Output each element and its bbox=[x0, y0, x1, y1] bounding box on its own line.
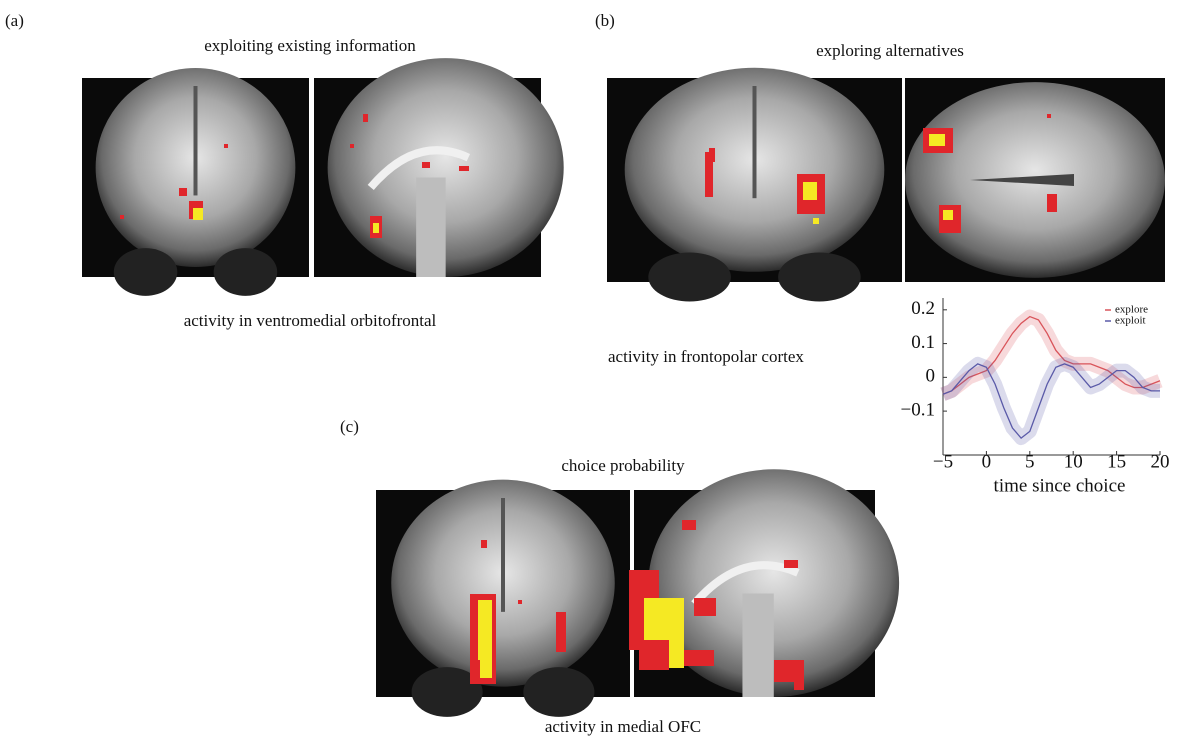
y-tick-label: 0 bbox=[926, 366, 936, 387]
panel-label: (b) bbox=[595, 11, 615, 30]
brain-image bbox=[607, 67, 902, 302]
panel-title: choice probability bbox=[561, 456, 685, 475]
legend-label: exploit bbox=[1115, 315, 1146, 327]
activation bbox=[373, 223, 379, 233]
activation bbox=[803, 182, 817, 200]
midline bbox=[752, 86, 757, 199]
midline bbox=[501, 498, 505, 612]
activation bbox=[120, 215, 124, 219]
activation bbox=[794, 680, 804, 690]
panel-caption: activity in ventromedial orbitofrontal bbox=[184, 311, 437, 330]
panel-title: exploring alternatives bbox=[816, 41, 964, 60]
activation bbox=[193, 208, 203, 220]
corpus-callosum bbox=[367, 146, 471, 191]
orbit bbox=[778, 252, 861, 302]
activation bbox=[1047, 194, 1057, 212]
panel-title: exploiting existing information bbox=[204, 36, 416, 55]
brainstem bbox=[742, 593, 774, 697]
orbit bbox=[411, 667, 483, 717]
y-tick-label: 0.1 bbox=[911, 332, 935, 353]
activation bbox=[709, 148, 715, 162]
activation bbox=[422, 162, 430, 168]
panel-label: (a) bbox=[5, 11, 24, 30]
orbit bbox=[213, 248, 278, 296]
activation bbox=[774, 660, 804, 682]
activation bbox=[705, 152, 713, 197]
activation bbox=[481, 540, 487, 548]
activation bbox=[179, 188, 187, 196]
activation bbox=[639, 640, 669, 670]
activation bbox=[556, 612, 566, 652]
panel-label: (c) bbox=[340, 417, 359, 436]
brain-image bbox=[82, 68, 309, 296]
activation bbox=[784, 560, 798, 568]
brain-image bbox=[314, 58, 564, 277]
activation bbox=[518, 600, 522, 604]
brain-outline bbox=[327, 58, 564, 277]
x-tick-label: −5 bbox=[933, 451, 953, 472]
activation bbox=[480, 650, 492, 678]
x-tick-label: 20 bbox=[1151, 451, 1170, 472]
panel-caption: activity in frontopolar cortex bbox=[608, 347, 804, 366]
series-line bbox=[942, 315, 1161, 395]
activation bbox=[684, 650, 714, 666]
panel-caption: activity in medial OFC bbox=[545, 717, 701, 736]
legend-label: explore bbox=[1115, 304, 1148, 316]
activation bbox=[929, 134, 945, 146]
activation bbox=[363, 114, 368, 122]
orbit bbox=[523, 667, 595, 717]
activation bbox=[1047, 114, 1051, 118]
activation bbox=[813, 218, 819, 224]
x-tick-label: 10 bbox=[1064, 451, 1083, 472]
brain-images bbox=[82, 58, 1165, 717]
y-tick-label: 0.2 bbox=[911, 298, 935, 319]
brain-image bbox=[376, 479, 630, 717]
x-axis-label: time since choice bbox=[994, 475, 1126, 496]
series-line bbox=[942, 363, 1160, 440]
brain-outline bbox=[648, 469, 900, 697]
activation bbox=[943, 210, 953, 220]
activation bbox=[350, 144, 354, 148]
x-tick-label: 15 bbox=[1107, 451, 1126, 472]
activation bbox=[694, 598, 716, 616]
brain-image bbox=[905, 78, 1165, 282]
brain-image bbox=[629, 469, 900, 697]
orbit bbox=[113, 248, 178, 296]
x-tick-label: 5 bbox=[1025, 451, 1035, 472]
midline bbox=[193, 86, 198, 196]
activation bbox=[459, 166, 469, 171]
activation bbox=[682, 520, 696, 530]
x-tick-label: 0 bbox=[982, 451, 992, 472]
orbit bbox=[648, 252, 731, 302]
activation bbox=[478, 600, 492, 660]
corpus-callosum bbox=[691, 561, 800, 607]
time-course-chart: 0.2 0.1 0 −0.1 −5 0 5 10 15 20 time since choice ex… bbox=[901, 298, 1170, 496]
brainstem bbox=[416, 177, 446, 277]
y-tick-label: −0.1 bbox=[901, 399, 935, 420]
ventricles bbox=[970, 174, 1074, 186]
activation bbox=[224, 144, 228, 148]
